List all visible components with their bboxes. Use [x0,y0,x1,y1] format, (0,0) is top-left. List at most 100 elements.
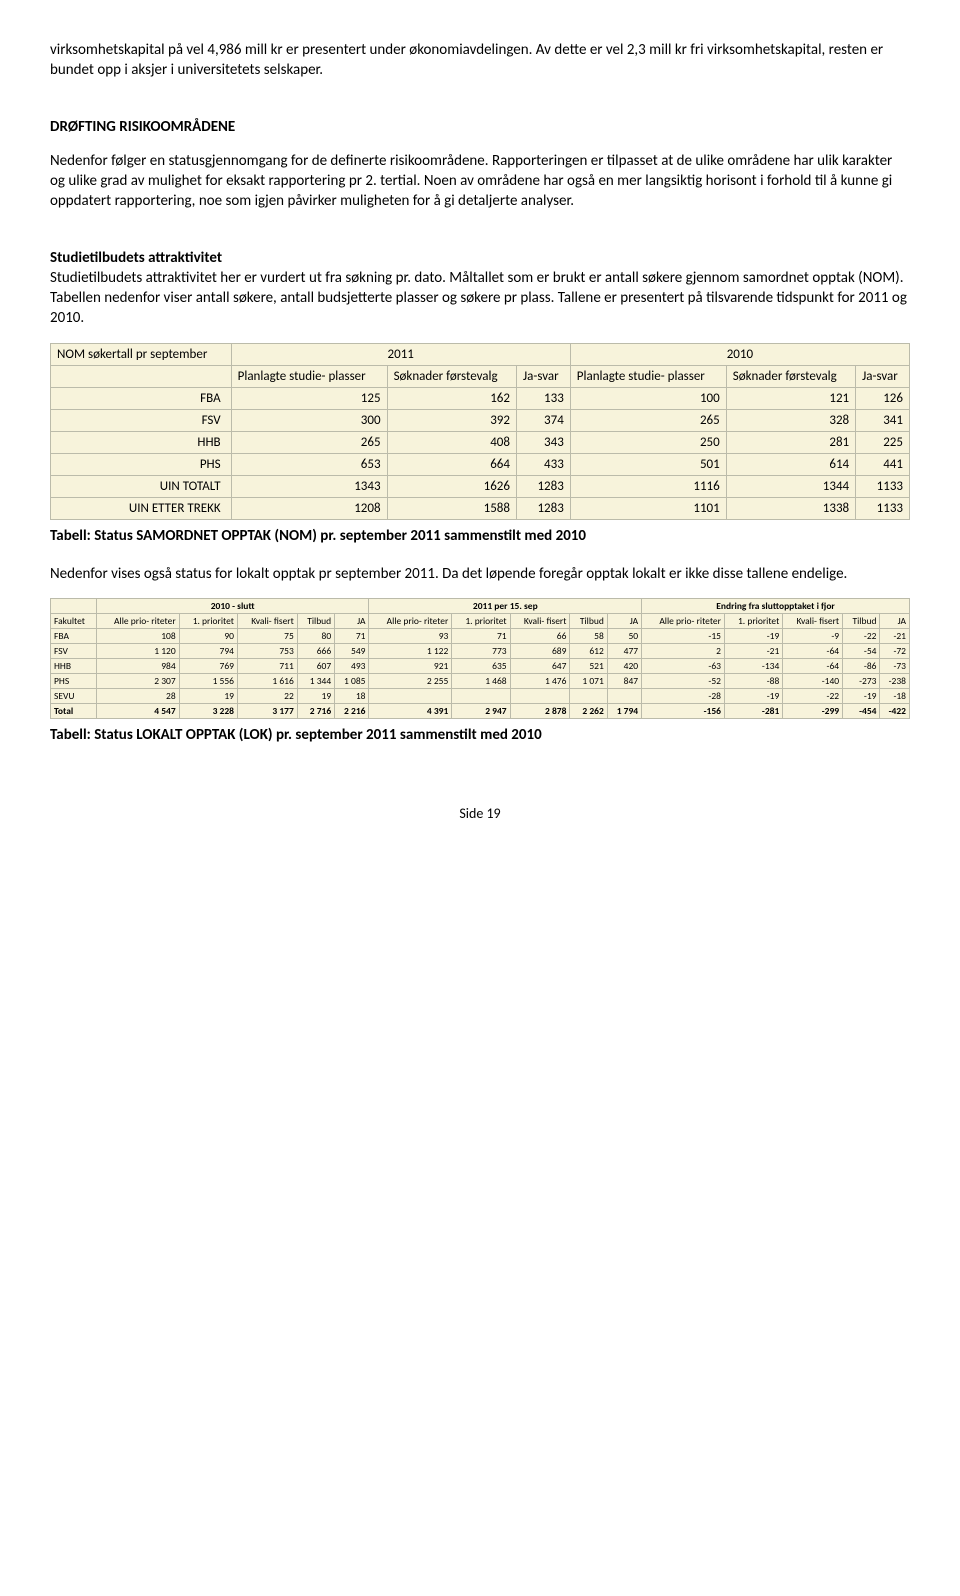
table-row: HHB265408343250281225 [51,431,910,453]
cell: 635 [452,659,510,674]
heading-text: Studietilbudets attraktivitet [50,249,222,267]
cell: 18 [335,689,369,704]
cell: 225 [856,431,910,453]
col-header: Ja-svar [856,365,910,387]
cell: 769 [179,659,237,674]
cell: -64 [783,659,843,674]
table-title: NOM søkertall pr september [51,343,232,365]
table-row: HHB984769711607493921635647521420-63-134… [51,659,910,674]
cell: 28 [96,689,179,704]
cell: 2 716 [297,704,334,719]
cell: -273 [843,674,880,689]
cell: 420 [607,659,641,674]
cell: 1344 [726,475,855,497]
cell: 689 [510,644,570,659]
cell: -19 [843,689,880,704]
table-caption: Tabell: Status LOKALT OPPTAK (LOK) pr. s… [50,725,910,745]
cell: 121 [726,387,855,409]
cell: 341 [856,409,910,431]
cell: -238 [880,674,910,689]
cell: 653 [231,453,387,475]
cell: 1133 [856,497,910,519]
cell: -21 [880,629,910,644]
cell: -72 [880,644,910,659]
cell: 3 177 [237,704,297,719]
cell: -64 [783,644,843,659]
cell: 71 [452,629,510,644]
table-row: FSV1 1207947536665491 1227736896124772-2… [51,644,910,659]
cell: -63 [642,659,725,674]
heading-drofting: DRØFTING RISIKOOMRÅDENE [50,117,910,137]
cell: 1101 [570,497,726,519]
cell: -73 [880,659,910,674]
cell: -422 [880,704,910,719]
col-header: Alle prio- riteter [96,614,179,629]
table-row: NOM søkertall pr september 2011 2010 [51,343,910,365]
cell: 162 [387,387,516,409]
cell: 612 [570,644,607,659]
cell: 921 [369,659,452,674]
cell: 2 307 [96,674,179,689]
cell: 501 [570,453,726,475]
year-header: 2010 [570,343,909,365]
cell: 1283 [516,497,570,519]
cell: 711 [237,659,297,674]
group-header: 2011 per 15. sep [369,599,642,614]
cell: 433 [516,453,570,475]
cell: 441 [856,453,910,475]
cell [607,689,641,704]
col-header: 1. prioritet [724,614,782,629]
row-label: UIN ETTER TREKK [51,497,232,519]
cell: 549 [335,644,369,659]
cell: 521 [570,659,607,674]
cell: 4 547 [96,704,179,719]
row-label: SEVU [51,689,97,704]
table-lok: 2010 - slutt 2011 per 15. sep Endring fr… [50,598,910,719]
row-label: FSV [51,409,232,431]
cell: 90 [179,629,237,644]
col-header: Kvali- fisert [783,614,843,629]
cell: -15 [642,629,725,644]
table-row: UIN TOTALT134316261283111613441133 [51,475,910,497]
cell: 125 [231,387,387,409]
cell: -88 [724,674,782,689]
cell: 607 [297,659,334,674]
cell [369,689,452,704]
table-row: SEVU2819221918-28-19-22-19-18 [51,689,910,704]
table-nom: NOM søkertall pr september 2011 2010 Pla… [50,343,910,520]
col-header: Kvali- fisert [510,614,570,629]
table-row: Total4 5473 2283 1772 7162 2164 3912 947… [51,704,910,719]
cell: 126 [856,387,910,409]
col-header: Ja-svar [516,365,570,387]
page-footer: Side 19 [50,805,910,822]
year-header: 2011 [231,343,570,365]
cell: 19 [297,689,334,704]
cell: 265 [570,409,726,431]
cell: 1133 [856,475,910,497]
col-header: JA [880,614,910,629]
col-header: Kvali- fisert [237,614,297,629]
group-header: 2010 - slutt [96,599,369,614]
cell: 1 794 [607,704,641,719]
col-header: Fakultet [51,614,97,629]
cell: -28 [642,689,725,704]
cell: 22 [237,689,297,704]
cell: 66 [510,629,570,644]
col-header: Tilbud [297,614,334,629]
col-header [51,599,97,614]
cell: 133 [516,387,570,409]
cell: 1 616 [237,674,297,689]
cell: 71 [335,629,369,644]
row-label: PHS [51,674,97,689]
paragraph: Nedenfor vises også status for lokalt op… [50,564,910,584]
row-label: PHS [51,453,232,475]
cell: 1 122 [369,644,452,659]
cell: 647 [510,659,570,674]
col-header: 1. prioritet [179,614,237,629]
table-row: FBA125162133100121126 [51,387,910,409]
paragraph: virksomhetskapital på vel 4,986 mill kr … [50,40,910,81]
cell: -454 [843,704,880,719]
row-label: FBA [51,387,232,409]
col-header: JA [335,614,369,629]
row-label: FBA [51,629,97,644]
